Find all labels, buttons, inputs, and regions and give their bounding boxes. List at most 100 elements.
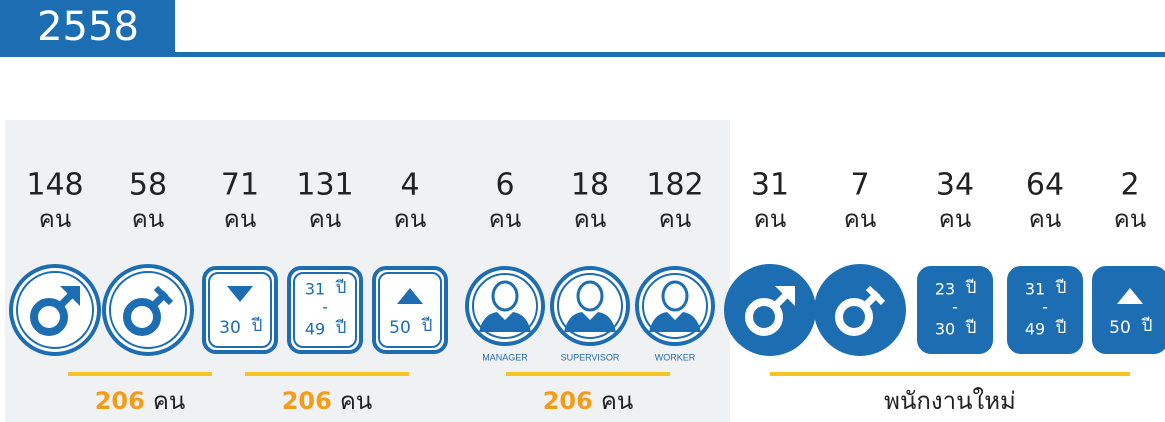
role-label: WORKER [655,352,696,362]
total: 206 คน [543,387,634,415]
gender-arrow [775,286,795,306]
age-label: ปี [421,316,433,336]
gender-circle [835,298,873,336]
age-label: ปี [965,318,977,338]
arrow-up [1117,288,1143,304]
age-label: 31 [1025,280,1045,299]
gender-circle [30,298,68,336]
icon-ring-inner [557,273,623,339]
total-value: 206 [282,387,332,415]
underline [68,372,212,376]
count: 182 [646,168,703,203]
age-label: 30 [219,318,241,338]
age-box-inner [293,272,357,348]
icon-ring [102,264,194,356]
gender-stem [771,291,790,310]
icon-ring-inner [16,271,94,349]
arrow-up [397,288,423,304]
person-head [576,280,604,312]
total-value: 206 [95,387,145,415]
age-label: ปี [251,316,263,336]
icon-ring [9,264,101,356]
gender-cross [865,285,886,306]
age-label: 49 [305,320,325,339]
count: 34 [936,168,974,203]
age-box [917,266,993,354]
icon-ring [465,266,545,346]
age-box [1092,266,1165,354]
unit: คน [754,205,786,233]
arrow-down [227,286,253,302]
age-label: 50 [1109,318,1131,338]
age-label: - [952,298,958,317]
icon-ring [550,266,630,346]
unit: คน [39,205,71,233]
unit: คน [224,205,256,233]
person-body [649,312,701,332]
unit: คน [394,205,426,233]
age-label: ปี [335,318,347,338]
age-box [1007,266,1083,354]
year: 2558 [37,4,139,50]
age-box [372,266,448,354]
underline [506,372,670,376]
icon-ring [635,266,715,346]
person-head [491,280,519,312]
age-label: ปี [1055,278,1067,298]
person-head [661,280,689,312]
age-label: 49 [1025,320,1045,339]
icon-ring [814,264,906,356]
unit: คน [574,205,606,233]
count: 31 [751,168,789,203]
panel [5,120,730,422]
unit: คน [489,205,521,233]
year-box [0,0,175,55]
count: 71 [221,168,259,203]
age-box [287,266,363,354]
underline [770,372,1130,376]
age-label: - [1042,298,1048,317]
person-body [479,312,531,332]
count: 7 [850,168,869,203]
unit: คน [844,205,876,233]
unit: คน [939,205,971,233]
count: 131 [296,168,353,203]
age-label: 50 [389,318,411,338]
count: 4 [400,168,419,203]
header-rule [0,52,1165,57]
gender-circle [745,298,783,336]
total-unit: คน [601,387,633,415]
gender-stem [56,291,75,310]
count: 58 [129,168,167,203]
icon-ring-inner [109,271,187,349]
total: 206 คน [95,387,186,415]
age-label: 30 [935,320,955,339]
count: 6 [495,168,514,203]
icon-ring [724,264,816,356]
age-box-inner [378,272,442,348]
total: 206 คน [282,387,373,415]
total-value: 206 [543,387,593,415]
underline [245,372,409,376]
age-label: ปี [965,278,977,298]
gender-arrow [60,286,80,306]
count: 18 [571,168,609,203]
total-unit: คน [153,387,185,415]
count: 2 [1120,168,1139,203]
unit: คน [1114,205,1146,233]
unit: คน [309,205,341,233]
age-label: - [322,298,328,317]
unit: คน [659,205,691,233]
age-box [202,266,278,354]
age-label: 23 [935,280,955,299]
age-box-inner [208,272,272,348]
gender-cross [153,285,174,306]
count: 148 [26,168,83,203]
age-label: ปี [335,278,347,298]
age-label: 31 [305,280,325,299]
person-body [564,312,616,332]
icon-ring-inner [472,273,538,339]
age-label: ปี [1055,318,1067,338]
role-label: SUPERVISOR [561,352,620,362]
